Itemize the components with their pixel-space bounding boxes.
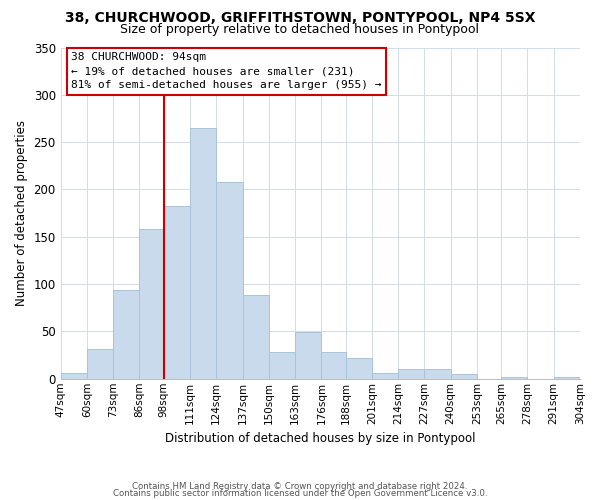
Bar xyxy=(113,290,139,379)
Bar xyxy=(295,332,322,379)
Bar xyxy=(269,352,295,379)
Bar xyxy=(87,350,113,379)
Bar xyxy=(190,128,216,379)
Text: 38, CHURCHWOOD, GRIFFITHSTOWN, PONTYPOOL, NP4 5SX: 38, CHURCHWOOD, GRIFFITHSTOWN, PONTYPOOL… xyxy=(65,11,535,25)
Bar xyxy=(554,377,580,379)
Bar xyxy=(139,229,164,379)
Bar xyxy=(398,370,424,379)
Bar xyxy=(61,373,87,379)
Bar xyxy=(216,182,242,379)
Bar xyxy=(501,377,527,379)
Text: 38 CHURCHWOOD: 94sqm
← 19% of detached houses are smaller (231)
81% of semi-deta: 38 CHURCHWOOD: 94sqm ← 19% of detached h… xyxy=(71,52,382,90)
X-axis label: Distribution of detached houses by size in Pontypool: Distribution of detached houses by size … xyxy=(165,432,476,445)
Y-axis label: Number of detached properties: Number of detached properties xyxy=(15,120,28,306)
Text: Contains HM Land Registry data © Crown copyright and database right 2024.: Contains HM Land Registry data © Crown c… xyxy=(132,482,468,491)
Text: Size of property relative to detached houses in Pontypool: Size of property relative to detached ho… xyxy=(121,22,479,36)
Bar xyxy=(322,352,346,379)
Text: Contains public sector information licensed under the Open Government Licence v3: Contains public sector information licen… xyxy=(113,488,487,498)
Bar xyxy=(346,358,372,379)
Bar xyxy=(164,206,190,379)
Bar xyxy=(424,370,451,379)
Bar xyxy=(372,373,398,379)
Bar xyxy=(451,374,477,379)
Bar xyxy=(242,294,269,379)
